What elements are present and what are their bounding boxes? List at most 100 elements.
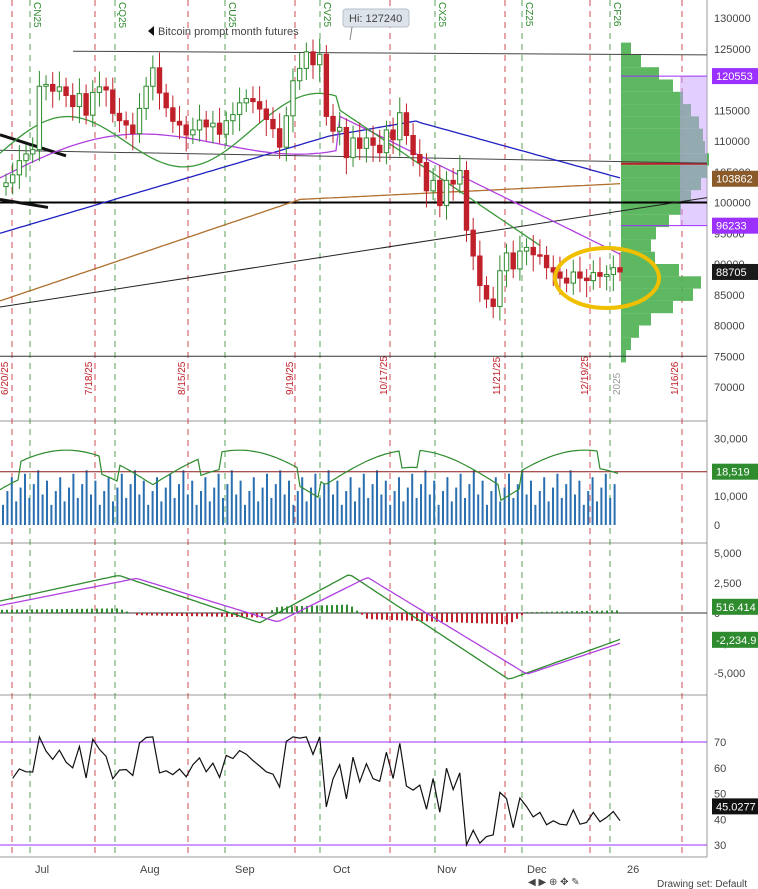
volume-profile-bar <box>621 276 701 289</box>
volume-tag-label: 18,519 <box>716 467 750 479</box>
date-label: 11/21/25 <box>492 356 503 395</box>
candle-body <box>103 86 109 91</box>
candle-body <box>497 270 503 307</box>
chart-title: Bitcoin prompt month futures <box>158 26 299 38</box>
volume-profile-bar <box>621 67 659 80</box>
candle-body <box>283 115 290 148</box>
candle-body <box>463 170 470 231</box>
moving-average-green <box>0 92 541 247</box>
candle-body <box>210 122 216 128</box>
volume-profile-bar <box>621 79 673 92</box>
volume-profile-bar <box>621 337 631 351</box>
price-tick-label: 110000 <box>714 136 750 148</box>
volume-profile-bar <box>621 42 631 55</box>
candle-body <box>29 149 36 155</box>
candle-body <box>230 114 236 122</box>
macd-tick-label: 5,000 <box>714 548 742 560</box>
candle-body <box>56 86 63 92</box>
candle-body <box>243 98 249 104</box>
drawing-set-label[interactable]: Drawing set: Default <box>657 879 747 889</box>
month-label: Jul <box>35 864 49 876</box>
candle-body <box>603 273 610 277</box>
month-label: Nov <box>437 864 457 876</box>
date-label: 12/19/25 <box>580 356 591 395</box>
candle-body <box>563 277 570 284</box>
candle-body <box>223 120 229 135</box>
volume-tick-label: 10,000 <box>714 491 748 503</box>
price-tag-box <box>712 263 758 280</box>
rising-trend-line <box>0 197 708 308</box>
candle-body <box>457 170 463 185</box>
candle-body <box>503 252 510 272</box>
candle-body <box>130 124 136 135</box>
candle-body <box>263 108 269 120</box>
candle-body <box>530 246 536 256</box>
candle-body <box>490 298 496 307</box>
candle-body <box>190 129 196 136</box>
price-tag-label: 96233 <box>716 221 747 233</box>
moving-average-purple <box>0 115 621 255</box>
price-tick-label: 75000 <box>714 351 745 363</box>
candle-body <box>570 271 576 284</box>
candle-body <box>423 162 430 192</box>
candle-body <box>383 129 390 154</box>
macd-tick-label: 2,500 <box>714 578 742 590</box>
candle-body <box>16 160 23 176</box>
candle-body <box>203 119 209 128</box>
candle-body <box>316 53 323 66</box>
moving-average-blue <box>0 120 621 234</box>
candle-body <box>597 272 603 277</box>
rsi-tick-label: 50 <box>714 789 726 801</box>
footer-tool-icons[interactable]: ◀ ▶ ⊕ ✥ ✎ <box>528 877 580 888</box>
candle-body <box>443 179 450 207</box>
candle-body <box>36 85 43 151</box>
candle-body <box>510 252 516 270</box>
resistance-line <box>72 50 708 56</box>
candle-body <box>143 85 149 109</box>
candle-body <box>583 277 590 282</box>
candle-body <box>310 51 316 66</box>
month-label: 26 <box>627 864 639 876</box>
candle-body <box>76 93 83 108</box>
candle-body <box>3 182 9 188</box>
price-tag-box <box>712 68 758 85</box>
rsi-tag-label: 45.0277 <box>716 801 756 813</box>
candle-body <box>477 255 483 287</box>
candle-body <box>170 107 176 122</box>
candle-body <box>276 128 283 148</box>
candle-body <box>403 112 410 136</box>
price-tick-label: 80000 <box>714 321 745 333</box>
macd-signal-tag-label: -2,234.9 <box>716 635 756 647</box>
macd-signal-tag-box <box>712 631 758 648</box>
candle-body <box>296 67 303 82</box>
rsi-tick-label: 70 <box>714 737 726 749</box>
macd-tag-label: 516.414 <box>716 602 756 614</box>
volume-profile-bar <box>621 214 669 228</box>
contract-label: CZ25 <box>523 2 534 27</box>
candle-body <box>543 254 550 269</box>
volume-profile-bar <box>621 227 656 240</box>
candle-body <box>410 134 416 156</box>
candle-body <box>336 126 343 132</box>
volume-profile-bar <box>621 288 693 301</box>
moving-average-brown <box>0 183 621 302</box>
candle-body <box>450 179 456 185</box>
price-tag-box <box>712 170 758 187</box>
contract-label: CV25 <box>321 2 332 27</box>
price-pane[interactable] <box>0 0 707 420</box>
candle-body <box>256 101 263 110</box>
candle-body <box>323 53 330 117</box>
date-label: 1/16/26 <box>670 361 681 395</box>
candle-body <box>303 51 310 69</box>
candle-body <box>236 102 243 116</box>
date-label: 7/18/25 <box>84 361 95 395</box>
candle-body <box>370 137 376 146</box>
high-label-pointer <box>349 26 353 41</box>
price-tick-label: 115000 <box>714 105 750 117</box>
price-tag-label: 120553 <box>716 71 753 83</box>
candle-body <box>590 272 597 282</box>
candle-body <box>577 271 583 279</box>
candle-body <box>343 126 350 159</box>
candle-body <box>557 271 563 279</box>
